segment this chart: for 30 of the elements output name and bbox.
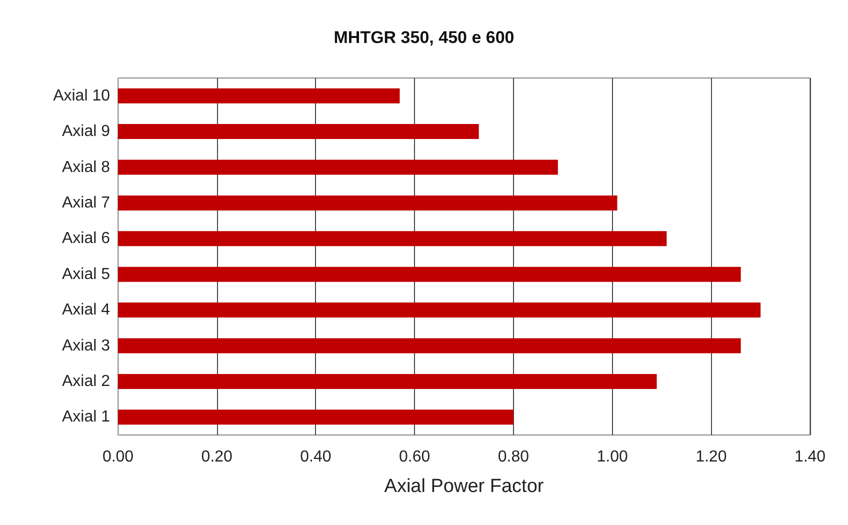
x-tick-label: 1.00 (596, 448, 628, 466)
y-tick-label: Axial 7 (62, 194, 110, 212)
bar (118, 88, 400, 104)
y-tick-label: Axial 3 (62, 337, 110, 354)
x-tick-label: 0.80 (498, 448, 530, 466)
y-tick-label: Axial 9 (62, 123, 110, 140)
x-tick-label: 0.00 (102, 448, 134, 466)
bar (118, 410, 514, 425)
y-tick-label: Axial 10 (53, 87, 110, 104)
x-tick-label: 1.20 (696, 448, 727, 466)
chart-title: MHTGR 350, 450 e 600 (334, 28, 514, 47)
bar (118, 338, 741, 354)
x-tick-label: 0.60 (399, 448, 430, 466)
y-tick-label: Axial 5 (62, 266, 110, 283)
y-tick-label: Axial 6 (62, 230, 110, 248)
bar (118, 160, 558, 175)
y-tick-label: Axial 8 (62, 158, 110, 176)
bar (118, 266, 741, 282)
y-tick-label: Axial 2 (62, 372, 110, 390)
bar (118, 302, 761, 318)
x-tick-label: 0.40 (300, 448, 332, 466)
x-tick-label: 0.20 (201, 448, 233, 466)
y-tick-label: Axial 1 (62, 408, 110, 426)
y-tick-label: Axial 4 (62, 302, 110, 319)
bar (118, 374, 657, 389)
x-tick-label: 1.40 (794, 448, 826, 466)
bar (118, 124, 479, 140)
x-axis-title: Axial Power Factor (384, 476, 544, 497)
bar (118, 231, 667, 246)
bar (118, 195, 618, 210)
